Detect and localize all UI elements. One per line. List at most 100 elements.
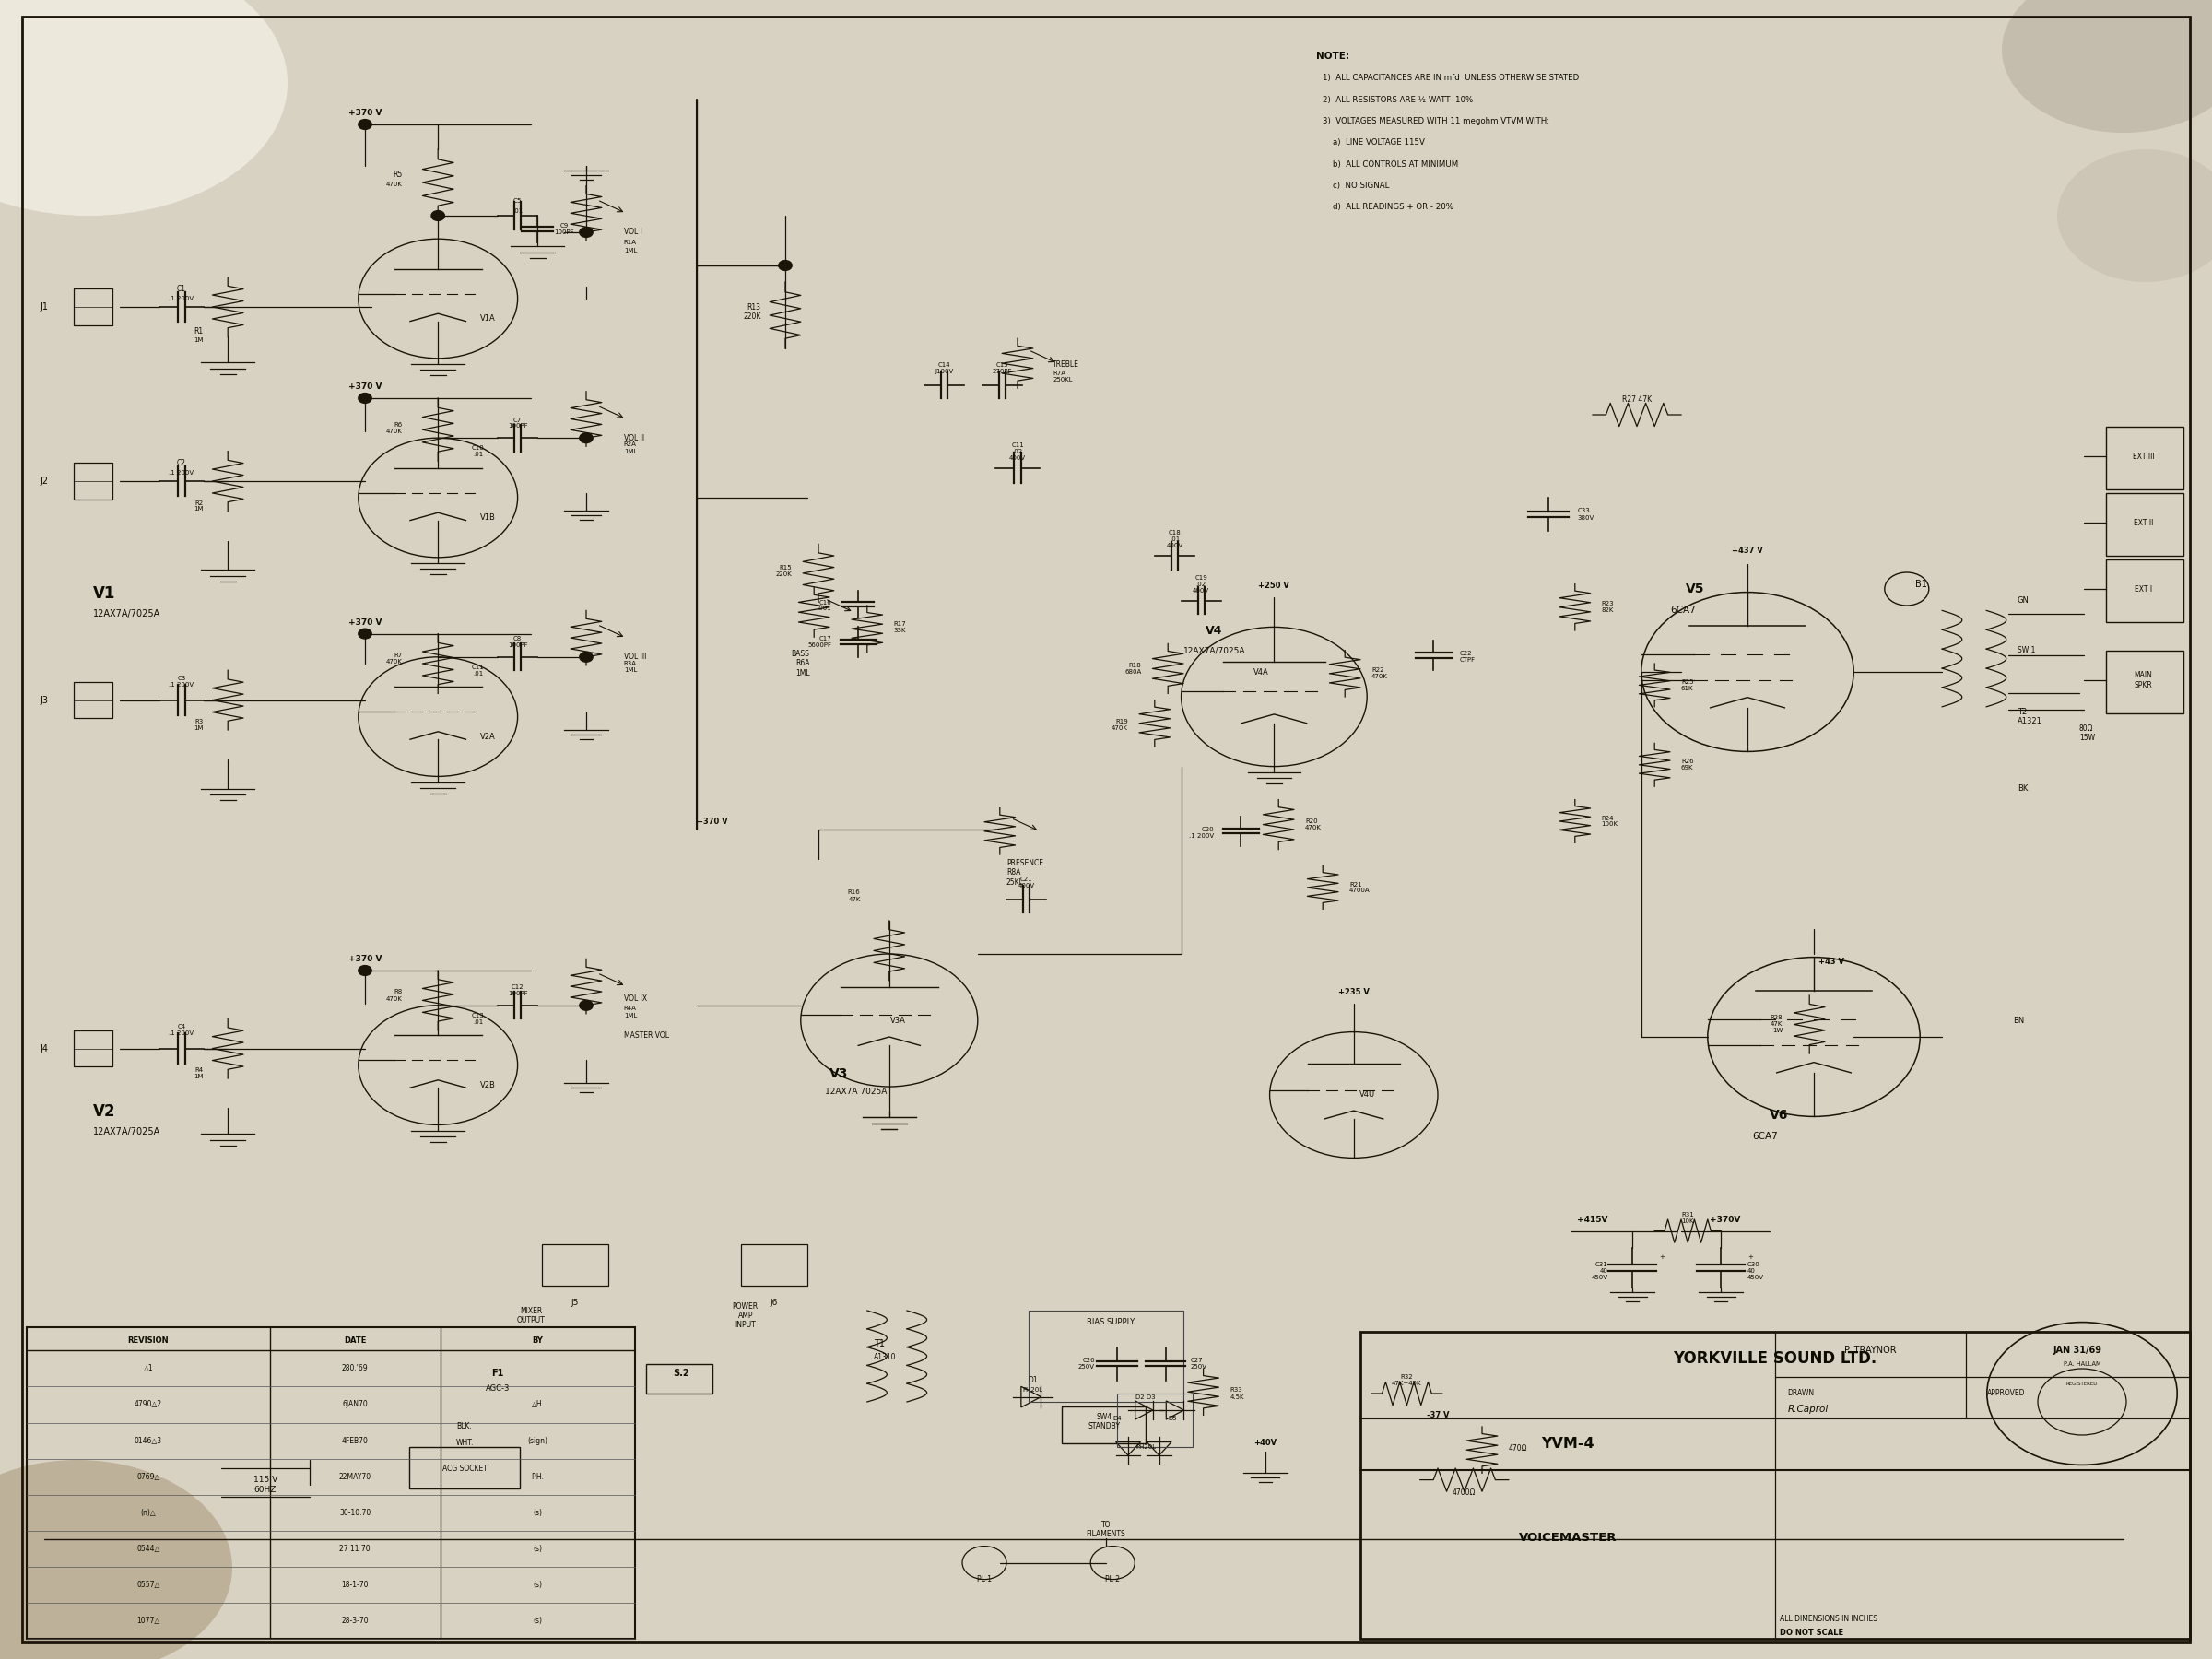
Text: R1: R1 — [195, 328, 204, 335]
Text: POWER
AMP
INPUT: POWER AMP INPUT — [732, 1302, 759, 1329]
Text: PH20L: PH20L — [1135, 1443, 1157, 1450]
Text: DO NOT SCALE: DO NOT SCALE — [1778, 1629, 1843, 1637]
Text: 18-1-70: 18-1-70 — [341, 1581, 369, 1589]
Text: BY: BY — [533, 1337, 542, 1344]
Text: C15
270PF: C15 270PF — [993, 362, 1011, 375]
Text: R19
470K: R19 470K — [1113, 718, 1128, 732]
Text: SW4
STANDBY: SW4 STANDBY — [1088, 1413, 1119, 1430]
Text: C33
380V: C33 380V — [1577, 508, 1595, 521]
Text: TO
FILAMENTS: TO FILAMENTS — [1086, 1521, 1126, 1538]
Text: REGISTERED: REGISTERED — [2066, 1382, 2097, 1385]
Text: R23
82K: R23 82K — [1601, 601, 1615, 614]
Text: (sign): (sign) — [526, 1437, 549, 1445]
Text: DRAWN: DRAWN — [1787, 1390, 1814, 1397]
Text: YVM-4: YVM-4 — [1542, 1437, 1595, 1452]
Text: +: + — [1659, 1254, 1663, 1261]
Text: MASTER VOL: MASTER VOL — [624, 1032, 668, 1039]
Text: +370V: +370V — [1710, 1214, 1741, 1224]
Text: V3A: V3A — [889, 1015, 907, 1024]
Text: C16
.001: C16 .001 — [816, 599, 832, 612]
Text: +250 V: +250 V — [1259, 581, 1290, 589]
Text: R2A
1ML: R2A 1ML — [624, 441, 637, 455]
Text: +43 V: +43 V — [1818, 959, 1845, 966]
Text: 1)  ALL CAPACITANCES ARE IN mfd  UNLESS OTHERWISE STATED: 1) ALL CAPACITANCES ARE IN mfd UNLESS OT… — [1323, 75, 1579, 83]
Circle shape — [580, 1000, 593, 1010]
Text: C8
100PF: C8 100PF — [507, 635, 529, 649]
Text: BASS
R6A
1ML: BASS R6A 1ML — [792, 650, 810, 677]
Text: V2A: V2A — [480, 733, 495, 740]
Bar — [2106, 493, 2183, 556]
Text: VOL IX: VOL IX — [624, 994, 646, 1002]
Text: C11
.01: C11 .01 — [471, 664, 484, 677]
Text: 80Ω
15W: 80Ω 15W — [2079, 725, 2095, 742]
Text: J2: J2 — [40, 476, 49, 486]
Text: (s): (s) — [533, 1618, 542, 1626]
Text: V1B: V1B — [480, 514, 495, 523]
Ellipse shape — [0, 0, 288, 216]
Text: V6: V6 — [1770, 1108, 1787, 1121]
Text: 0544△: 0544△ — [137, 1545, 159, 1553]
Text: R16
47K: R16 47K — [847, 889, 860, 902]
Text: R3A
1ML: R3A 1ML — [624, 660, 637, 674]
Text: J3: J3 — [40, 695, 49, 705]
Text: C12
100PF: C12 100PF — [507, 984, 529, 997]
Bar — [73, 463, 113, 499]
Text: C13
.01: C13 .01 — [471, 1012, 484, 1025]
Text: +370 V: +370 V — [347, 956, 383, 962]
Text: .1 200V: .1 200V — [168, 469, 195, 476]
Text: J6: J6 — [770, 1297, 779, 1307]
Text: PH20L: PH20L — [1022, 1387, 1044, 1394]
Text: 6CA7: 6CA7 — [1670, 606, 1697, 615]
Text: R27 47K: R27 47K — [1621, 395, 1652, 403]
Bar — [741, 1244, 807, 1286]
Text: 115 V
60HZ: 115 V 60HZ — [254, 1477, 276, 1493]
Text: C31
40
450V: C31 40 450V — [1593, 1261, 1608, 1281]
Text: C18
.01
400V: C18 .01 400V — [1166, 529, 1183, 549]
Text: BN: BN — [2013, 1015, 2024, 1024]
Ellipse shape — [2057, 149, 2212, 282]
Circle shape — [358, 966, 372, 975]
Circle shape — [358, 393, 372, 403]
Text: 12AX7A/7025A: 12AX7A/7025A — [93, 1126, 161, 1136]
Text: ACG SOCKET: ACG SOCKET — [442, 1465, 487, 1473]
Text: V1A: V1A — [480, 315, 495, 322]
Text: C5: C5 — [513, 197, 522, 204]
Text: R33
4.5K: R33 4.5K — [1230, 1387, 1243, 1400]
Bar — [2106, 559, 2183, 622]
Text: V4U: V4U — [1358, 1092, 1376, 1098]
Text: 4790△2: 4790△2 — [135, 1400, 161, 1408]
Text: .01: .01 — [513, 207, 522, 214]
Text: JAN 31/69: JAN 31/69 — [2053, 1345, 2101, 1355]
Text: +370 V: +370 V — [697, 818, 728, 826]
Text: BIAS SUPPLY: BIAS SUPPLY — [1086, 1317, 1135, 1327]
Text: BLK.: BLK. — [458, 1423, 471, 1430]
Text: T2
A1321: T2 A1321 — [2017, 708, 2042, 725]
Text: EXT II: EXT II — [2135, 518, 2152, 528]
Text: R13
220K: R13 220K — [743, 304, 761, 320]
Text: P. TRAYNOR: P. TRAYNOR — [1845, 1345, 1896, 1355]
Text: C19
.02
400V: C19 .02 400V — [1192, 574, 1210, 594]
Text: SW 1: SW 1 — [2017, 647, 2035, 655]
Text: APPROVED: APPROVED — [1986, 1390, 2024, 1397]
Text: C4
.1 200V: C4 .1 200V — [168, 1024, 195, 1037]
Text: R24
100K: R24 100K — [1601, 815, 1619, 828]
Text: GN: GN — [2017, 596, 2028, 604]
Text: 12AX7A/7025A: 12AX7A/7025A — [93, 609, 161, 619]
Circle shape — [358, 629, 372, 639]
Text: V1: V1 — [93, 586, 115, 602]
Text: R2
1M: R2 1M — [195, 499, 204, 513]
Text: T1: T1 — [874, 1339, 885, 1349]
Text: EXT I: EXT I — [2135, 586, 2152, 594]
Text: C10
.01: C10 .01 — [471, 445, 484, 458]
Text: EXT III: EXT III — [2132, 451, 2154, 460]
Text: R1A: R1A — [624, 239, 637, 246]
Text: 0146△3: 0146△3 — [135, 1437, 161, 1445]
Text: 0769△: 0769△ — [137, 1473, 159, 1481]
Text: -37 V: -37 V — [1427, 1410, 1449, 1420]
Text: AGC-3: AGC-3 — [487, 1384, 509, 1392]
Text: +: + — [1747, 1254, 1752, 1261]
Bar — [646, 1364, 712, 1394]
Text: MIXER
OUTPUT: MIXER OUTPUT — [518, 1307, 544, 1324]
Text: 470K: 470K — [387, 181, 403, 187]
Circle shape — [580, 652, 593, 662]
